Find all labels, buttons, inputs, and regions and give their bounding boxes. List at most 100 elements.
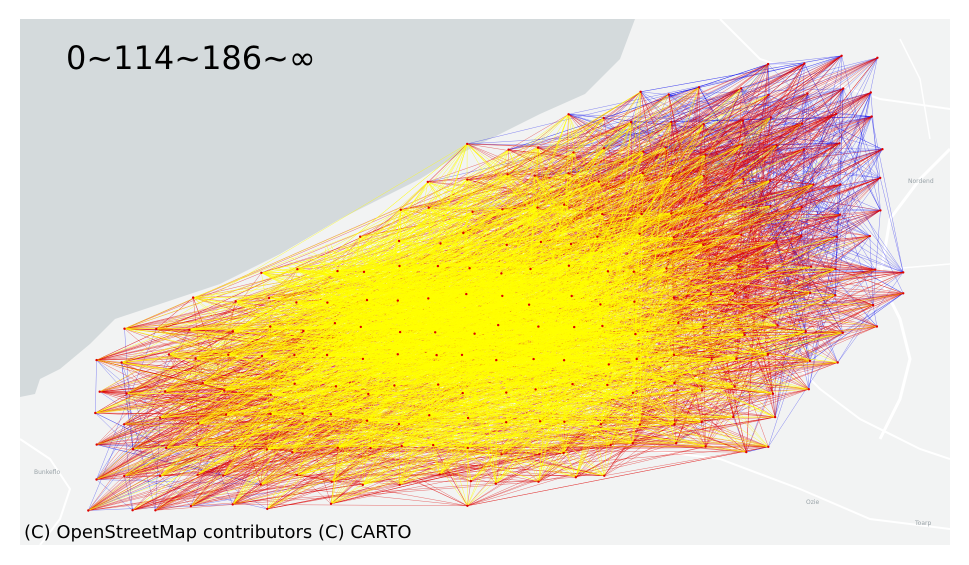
flow-edge (703, 55, 842, 176)
network-node (231, 503, 234, 506)
flow-edge (318, 306, 406, 365)
flow-edge (338, 267, 347, 310)
network-node (563, 203, 566, 206)
flow-edge (156, 297, 194, 330)
flow-edge (95, 412, 167, 449)
flow-edge (632, 213, 672, 444)
flow-edge (381, 301, 437, 354)
flow-edge (425, 370, 475, 383)
flow-edge (345, 305, 583, 349)
flow-edge (266, 269, 298, 450)
flow-edge (337, 283, 462, 395)
flow-edge (879, 177, 904, 273)
flow-edge (314, 282, 642, 322)
flow-edge (467, 87, 700, 145)
flow-edge (95, 204, 565, 414)
flow-edge (330, 257, 605, 365)
network-node (700, 389, 704, 392)
flow-edge (305, 349, 465, 365)
flow-edge (474, 273, 578, 326)
network-node (291, 451, 294, 454)
flow-edge (379, 312, 434, 361)
flow-edge (514, 254, 526, 340)
network-node (776, 324, 779, 327)
network-node (737, 265, 740, 268)
flow-edge (282, 325, 395, 389)
network-node (800, 206, 803, 209)
network-node (702, 325, 705, 328)
network-node (766, 353, 770, 356)
map-view[interactable]: Nordend Ozie Toarp Bunkeflo 0~114~186~∞ … (20, 19, 950, 545)
network-node (131, 447, 135, 451)
flow-edge (453, 311, 595, 338)
flow-edge (538, 293, 904, 482)
network-node (538, 453, 541, 456)
flow-edge (538, 327, 575, 482)
network-node (632, 270, 635, 273)
flow-edge (313, 288, 584, 350)
network-node (98, 390, 101, 393)
network-node (460, 353, 464, 357)
flow-edge (705, 354, 769, 447)
network-node (767, 445, 770, 448)
flow-edge (124, 420, 368, 425)
flow-edge (368, 267, 555, 281)
network-node (870, 115, 873, 118)
flow-edge (362, 293, 467, 486)
flow-edge (467, 179, 540, 455)
network-node (427, 206, 430, 209)
network-node (740, 233, 743, 236)
flow-edge (413, 253, 493, 344)
network-node (567, 113, 570, 116)
network-node (536, 146, 540, 149)
network-node (776, 302, 779, 305)
flow-edge (534, 175, 675, 384)
place-label-ozie: Ozie (806, 499, 820, 506)
network-node (868, 234, 871, 238)
network-node (466, 416, 470, 420)
flow-edge (223, 271, 365, 476)
flow-edge (429, 257, 452, 297)
flow-edge (470, 180, 771, 482)
flow-edge (344, 345, 550, 374)
flow-edge (310, 347, 327, 358)
network-node (596, 235, 599, 238)
flow-edge (330, 474, 440, 505)
network-node (741, 143, 744, 146)
flow-edge (392, 282, 524, 287)
flow-edge (166, 443, 677, 449)
flow-edge (467, 176, 673, 449)
flow-edge (360, 173, 569, 237)
network-node (393, 384, 396, 387)
network-node (439, 242, 442, 245)
flow-edge (121, 362, 134, 450)
flow-edge (592, 260, 602, 390)
flow-edge (261, 355, 434, 446)
network-node (365, 419, 369, 422)
flow-edge (338, 260, 527, 277)
flow-edge (837, 272, 904, 363)
flow-edge (495, 203, 706, 484)
flow-edge (311, 344, 352, 375)
network-node (537, 325, 540, 328)
network-node (231, 330, 235, 333)
network-node (434, 331, 437, 334)
network-node (533, 174, 536, 177)
flow-edge (454, 366, 475, 372)
network-node (639, 90, 642, 94)
flow-edge (562, 301, 643, 370)
flow-edge (467, 421, 565, 449)
edges-short-distance (88, 63, 904, 511)
flow-edge (439, 417, 469, 475)
flow-edge (604, 154, 706, 476)
network-node (673, 381, 676, 385)
flow-edge (508, 149, 704, 177)
network-node (266, 507, 269, 511)
network-node (839, 183, 842, 186)
network-node (154, 509, 157, 512)
network-node (428, 414, 431, 417)
flow-edge (336, 264, 575, 393)
network-node (505, 243, 508, 247)
flow-edge (467, 144, 743, 180)
network-node (672, 353, 676, 356)
